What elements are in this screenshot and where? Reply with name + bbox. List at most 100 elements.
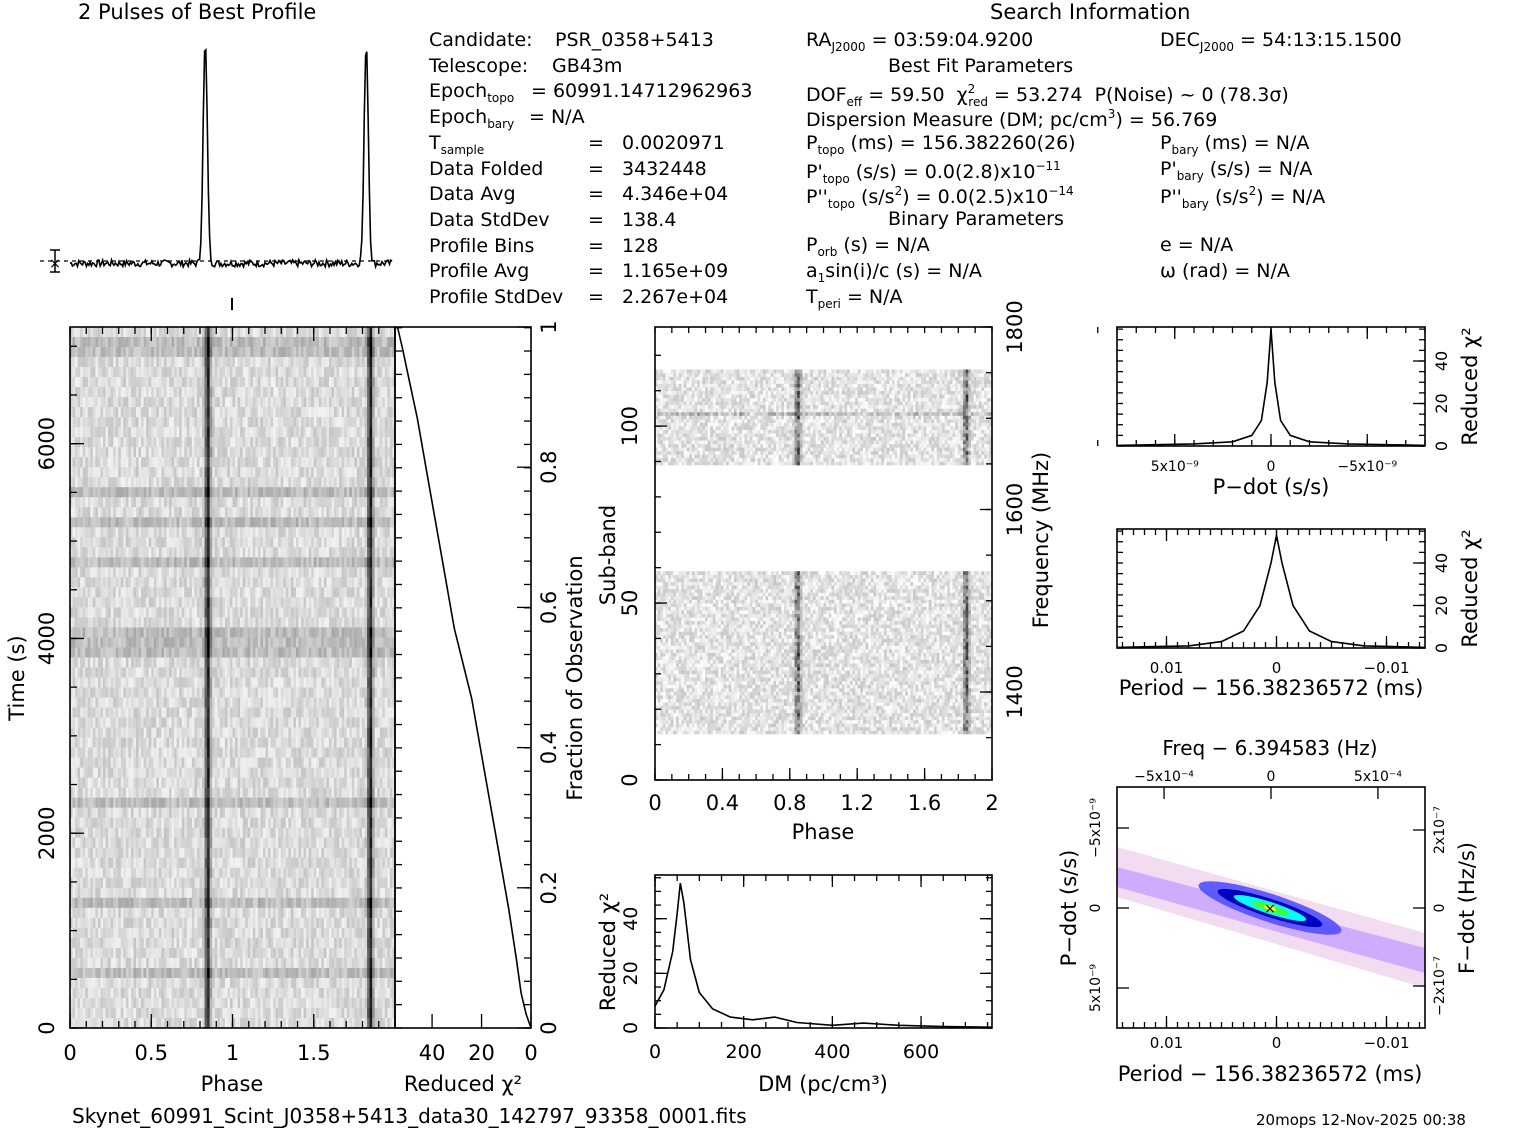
- heatmap-cell: [367, 457, 370, 468]
- heatmap-cell: [392, 687, 396, 698]
- heatmap-cell: [354, 367, 358, 378]
- heatmap-cell: [214, 497, 218, 508]
- heatmap-cell: [202, 467, 205, 478]
- heatmap-cell: [130, 667, 134, 678]
- heatmap-cell: [354, 587, 358, 598]
- heatmap-cell: [227, 557, 231, 568]
- heatmap-cell: [372, 527, 375, 538]
- info-left-label: Data Folded: [429, 159, 543, 179]
- heatmap-cell: [321, 487, 325, 498]
- heatmap-cell: [77, 447, 81, 458]
- heatmap-cell: [323, 367, 327, 378]
- heatmap-cell: [262, 477, 266, 488]
- heatmap-cell: [328, 477, 332, 488]
- heatmap-cell: [113, 547, 116, 558]
- heatmap-cell: [257, 487, 261, 498]
- heatmap-cell: [179, 347, 183, 358]
- heatmap-cell: [242, 667, 246, 678]
- heatmap-cell: [217, 677, 221, 688]
- heatmap-cell: [306, 647, 309, 658]
- heatmap-cell: [110, 657, 114, 668]
- heatmap-cell: [301, 607, 304, 618]
- heatmap-cell: [377, 677, 381, 688]
- heatmap-cell: [80, 637, 83, 648]
- heatmap-cell: [275, 517, 279, 528]
- heatmap-cell: [265, 397, 269, 408]
- heatmap-cell: [169, 427, 172, 438]
- heatmap-cell: [146, 327, 150, 338]
- heatmap-cell: [235, 407, 238, 418]
- heatmap-cell: [204, 647, 208, 658]
- heatmap-cell: [153, 527, 157, 538]
- heatmap-cell: [110, 347, 114, 358]
- heatmap-cell: [100, 577, 104, 588]
- heatmap-cell: [92, 487, 96, 498]
- heatmap-cell: [118, 397, 122, 408]
- heatmap-cell: [313, 627, 317, 638]
- heatmap-cell: [288, 497, 292, 508]
- heatmap-cell: [82, 677, 86, 688]
- heatmap-cell: [202, 557, 205, 568]
- heatmap-cell: [311, 337, 315, 348]
- heatmap-cell: [232, 417, 236, 428]
- heatmap-cell: [207, 397, 210, 408]
- heatmap-cell: [257, 617, 261, 628]
- heatmap-cell: [105, 377, 109, 388]
- heatmap-cell: [87, 377, 91, 388]
- heatmap-cell: [328, 547, 332, 558]
- heatmap-cell: [298, 487, 302, 498]
- heatmap-cell: [229, 517, 233, 528]
- heatmap-cell: [85, 577, 89, 588]
- heatmap-cell: [113, 497, 116, 508]
- heatmap-cell: [232, 667, 236, 678]
- heatmap-cell: [115, 507, 119, 518]
- heatmap-cell: [377, 437, 381, 448]
- heatmap-cell: [270, 477, 274, 488]
- heatmap-cell: [346, 637, 350, 648]
- heatmap-cell: [247, 457, 251, 468]
- heatmap-cell: [128, 357, 132, 368]
- heatmap-cell: [349, 377, 353, 388]
- heatmap-cell: [136, 367, 139, 378]
- heatmap-cell: [176, 637, 180, 648]
- heatmap-cell: [219, 397, 223, 408]
- heatmap-cell: [280, 517, 284, 528]
- heatmap-cell: [70, 567, 73, 578]
- heatmap-cell: [82, 697, 86, 708]
- heatmap-cell: [280, 627, 284, 638]
- heatmap-cell: [344, 577, 348, 588]
- heatmap-cell: [306, 477, 309, 488]
- heatmap-cell: [344, 407, 348, 418]
- pdtopo-exp: −11: [1035, 159, 1061, 173]
- heatmap-cell: [120, 467, 124, 478]
- heatmap-cell: [334, 637, 337, 648]
- heatmap-cell: [224, 687, 228, 698]
- heatmap-cell: [85, 447, 89, 458]
- heatmap-cell: [186, 507, 190, 518]
- heatmap-cell: [191, 347, 195, 358]
- heatmap-cell: [100, 457, 104, 468]
- heatmap-cell: [214, 487, 218, 498]
- heatmap-cell: [311, 467, 315, 478]
- heatmap-cell: [199, 437, 203, 448]
- heatmap-cell: [222, 347, 226, 358]
- heatmap-cell: [224, 517, 228, 528]
- heatmap-cell: [351, 637, 355, 648]
- heatmap-cell: [123, 557, 127, 568]
- heatmap-cell: [321, 577, 325, 588]
- heatmap-cell: [189, 367, 193, 378]
- heatmap-cell: [138, 327, 142, 338]
- heatmap-cell: [174, 387, 177, 398]
- heatmap-cell: [252, 667, 256, 678]
- heatmap-cell: [301, 527, 304, 538]
- heatmap-cell: [125, 357, 129, 368]
- heatmap-cell: [283, 327, 287, 338]
- heatmap-cell: [171, 607, 175, 618]
- heatmap-cell: [321, 467, 325, 478]
- heatmap-cell: [306, 377, 309, 388]
- heatmap-cell: [237, 397, 241, 408]
- heatmap-cell: [136, 407, 139, 418]
- heatmap-cell: [318, 587, 322, 598]
- heatmap-cell: [229, 637, 233, 648]
- heatmap-cell: [351, 337, 355, 348]
